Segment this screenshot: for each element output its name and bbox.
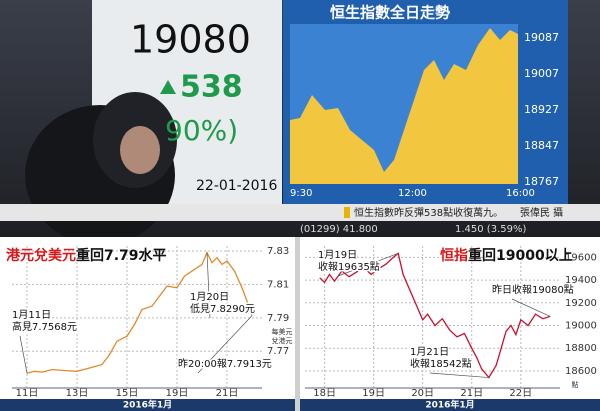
y-tick-label: 19400: [565, 275, 597, 286]
annotation-leader: [511, 298, 551, 317]
title-part: 重回7.79水平: [76, 247, 167, 264]
up-arrow: [160, 80, 176, 94]
screen-area: [290, 28, 518, 184]
x-tick-label: 18日: [313, 388, 336, 399]
annotation: 1月21日: [410, 346, 449, 358]
y-tick-label: 19200: [565, 298, 597, 309]
person-face: [120, 126, 160, 174]
data-line: [319, 252, 551, 379]
x-tick-label: 20日: [411, 388, 434, 399]
ticker: (01299) 41.800: [300, 224, 378, 235]
x-tick-label: 21日: [216, 388, 239, 399]
y-tick-label: 7.81: [267, 279, 289, 290]
footer-bar: [0, 399, 295, 411]
chart-title: 港元兌美元重回7.79水平: [6, 247, 167, 264]
data-line: [26, 251, 253, 374]
x-tick-label: 15日: [116, 388, 139, 399]
y-tick-label: 7.79: [267, 313, 289, 324]
annotation: 昨20:00報7.7913元: [178, 358, 272, 370]
credit: 張偉民 攝: [520, 206, 563, 219]
screen-y-tick: 19007: [524, 67, 559, 80]
screen-y-tick: 18927: [524, 103, 559, 116]
x-tick-label: 19日: [166, 388, 189, 399]
change: 538: [180, 70, 243, 105]
caption-mark: [344, 207, 350, 218]
x-tick-label: 11日: [16, 388, 39, 399]
caption: 恒生指數昨反彈538點收復萬九。: [354, 206, 503, 219]
annotation: 收報19635點: [318, 260, 380, 273]
annotation: 高見7.7568元: [12, 320, 77, 333]
title-part: 港元兌美元: [6, 247, 76, 264]
y-tick-label: 19600: [565, 252, 597, 263]
annotation: 1月20日: [190, 291, 229, 303]
y-axis-label: 每美元: [272, 327, 293, 336]
x-axis-label: 2016年1月: [123, 399, 172, 411]
x-tick-label: 19日: [362, 388, 385, 399]
y-tick-label: 19000: [565, 321, 597, 332]
pct: 90%): [165, 114, 238, 147]
chart-title: 恒指重回19000以上: [440, 247, 573, 264]
date: 22-01-2016: [196, 178, 277, 194]
screen-y-tick: 19087: [524, 31, 559, 44]
footer-bar: [300, 399, 600, 411]
annotation-leader: [19, 335, 28, 374]
screen-y-tick: 18767: [524, 175, 559, 188]
price: 19080: [130, 18, 251, 62]
y-axis-label: 點: [572, 380, 579, 389]
y-tick-label: 7.77: [267, 346, 289, 357]
annotation: 低見7.8290元: [190, 302, 255, 315]
caption-bar: [0, 204, 600, 221]
y-axis-label: 兌港元: [272, 336, 293, 345]
ticker: 1.450 (3.59%): [455, 224, 526, 235]
annotation: 收報18542點: [410, 357, 472, 370]
annotation: 1月11日: [12, 309, 51, 321]
screen-x-tick: 16:00: [506, 188, 535, 199]
x-tick-label: 13日: [66, 388, 89, 399]
x-tick-label: 21日: [460, 388, 483, 399]
annotation-leader: [429, 372, 489, 378]
y-tick-label: 18600: [565, 366, 597, 377]
x-axis-label: 2016年1月: [425, 399, 474, 411]
screen-x-tick: 9:30: [290, 188, 312, 199]
annotation-leader: [206, 252, 211, 319]
screen-x-tick: 12:00: [398, 188, 427, 199]
annotation-leader: [337, 253, 399, 277]
screen-title: 恒生指數全日走勢: [330, 4, 450, 22]
annotation: 1月19日: [318, 249, 357, 261]
title-part: 重回19000以上: [468, 247, 573, 264]
title-part: 恒指: [440, 247, 468, 264]
y-tick-label: 7.83: [267, 246, 289, 257]
annotation: 昨日收報19080點: [492, 283, 574, 296]
screen-y-tick: 18847: [524, 139, 559, 152]
annotation-leader: [197, 315, 253, 374]
y-tick-label: 18800: [565, 343, 597, 354]
divider: [295, 237, 300, 411]
x-tick-label: 22日: [509, 388, 532, 399]
